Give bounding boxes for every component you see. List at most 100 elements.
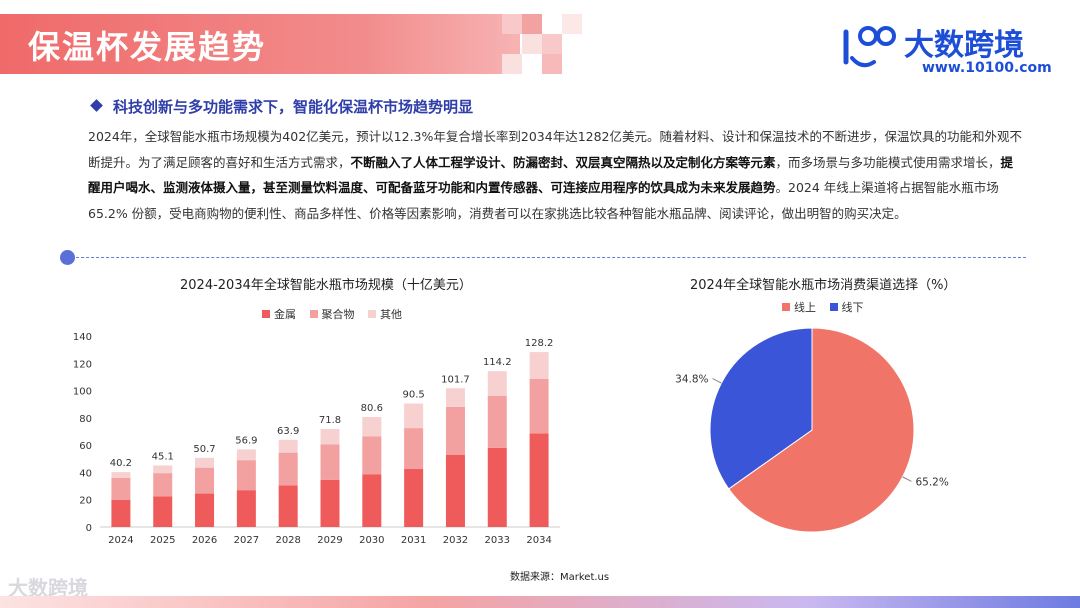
bar-segment-metal xyxy=(487,447,507,527)
brand-logo: 大数跨境 www.10100.com xyxy=(843,20,1056,78)
bar-segment-metal xyxy=(111,499,131,527)
y-tick-label: 140 xyxy=(73,332,92,343)
legend-swatch-offline xyxy=(829,303,838,311)
bar-segment-polymer xyxy=(111,477,131,500)
footer-gradient-bar xyxy=(0,596,1080,608)
bar-total-label: 90.5 xyxy=(403,390,425,401)
para-text-2: ，而多场景与多功能模式使用需求增长， xyxy=(775,154,1001,170)
diamond-bullet-icon xyxy=(90,99,103,112)
data-source: 数据来源：Market.us xyxy=(510,572,610,583)
bar-segment-polymer xyxy=(153,473,173,497)
pie-label-offline: 34.8% xyxy=(675,374,708,386)
legend-item-metal: 金属 xyxy=(262,308,296,321)
bar-segment-other xyxy=(320,429,340,445)
bar-total-label: 56.9 xyxy=(235,435,257,446)
logo-text: 大数跨境 xyxy=(904,28,1024,63)
pie-leader-line xyxy=(902,476,912,482)
bar-total-label: 101.7 xyxy=(441,374,470,385)
bar-segment-metal xyxy=(236,490,256,527)
header-band xyxy=(0,14,520,74)
body-paragraph: 2024年，全球智能水瓶市场规模为402亿美元，预计以12.3%年复合增长率到2… xyxy=(88,124,1022,226)
para-bold-1: 不断融入了人体工程学设计、防漏密封、双层真空隔热以及定制化方案等元素 xyxy=(350,154,776,170)
pie-chart: 65.2% 34.8% xyxy=(675,327,949,533)
bar-segment-metal xyxy=(529,433,549,527)
section-subtitle: 科技创新与多功能需求下，智能化保温杯市场趋势明显 xyxy=(90,96,474,117)
bar-segment-metal xyxy=(404,469,424,527)
x-tick-label: 2029 xyxy=(317,535,342,546)
bar-segment-polymer xyxy=(320,444,340,480)
bar-segment-other xyxy=(278,439,298,453)
x-tick-label: 2025 xyxy=(150,535,175,546)
y-tick-label: 0 xyxy=(86,523,92,534)
pie-label-online: 65.2% xyxy=(915,476,948,488)
bar-segment-polymer xyxy=(445,406,465,455)
bar-segment-other xyxy=(362,417,382,437)
bar-total-label: 45.1 xyxy=(152,451,174,462)
logo-mark-icon xyxy=(843,26,896,68)
bar-segment-other xyxy=(529,352,549,379)
bar-segment-metal xyxy=(195,493,215,527)
bar-chart-legend: 金属 聚合物 其他 xyxy=(262,306,412,322)
legend-label-offline: 线下 xyxy=(841,301,864,314)
x-tick-label: 2032 xyxy=(443,535,468,546)
page-title: 保温杯发展趋势 xyxy=(28,28,267,66)
legend-item-offline: 线下 xyxy=(829,301,864,314)
subtitle-text: 科技创新与多功能需求下，智能化保温杯市场趋势明显 xyxy=(113,98,474,116)
legend-swatch-polymer xyxy=(309,310,318,318)
legend-label-metal: 金属 xyxy=(274,308,296,321)
bar-total-label: 40.2 xyxy=(110,458,132,469)
decorative-squares xyxy=(502,14,582,74)
bar-segment-polymer xyxy=(195,467,215,494)
bar-total-label: 128.2 xyxy=(525,338,554,349)
bar-total-label: 114.2 xyxy=(483,357,512,368)
legend-item-other: 其他 xyxy=(368,308,402,321)
legend-item-online: 线上 xyxy=(782,301,816,314)
para-text-3: 。2024 年线上渠道将占据智能水瓶市场 65.2% 份额，受电商购物的便利性、… xyxy=(88,180,999,221)
x-tick-label: 2024 xyxy=(108,535,133,546)
legend-item-polymer: 聚合物 xyxy=(309,308,355,321)
pie-chart-legend: 线上 线下 xyxy=(782,299,874,315)
x-tick-label: 2030 xyxy=(359,535,384,546)
x-tick-label: 2026 xyxy=(192,535,217,546)
bar-segment-other xyxy=(487,371,507,397)
x-tick-label: 2031 xyxy=(401,535,426,546)
legend-swatch-online xyxy=(782,303,790,311)
bar-segment-metal xyxy=(320,479,340,527)
bar-segment-other xyxy=(445,388,465,407)
bar-chart-title: 2024-2034年全球智能水瓶市场规模（十亿美元） xyxy=(180,278,472,293)
para-bold-2: 提醒用户喝水、监测液体摄入量，甚至测量饮料温度、可配备蓝牙功能和内置传感器、可连… xyxy=(88,154,1014,196)
bar-segment-other xyxy=(404,403,424,429)
logo-url: www.10100.com xyxy=(922,60,1052,76)
y-tick-label: 120 xyxy=(73,359,92,370)
para-text-1: 2024年，全球智能水瓶市场规模为402亿美元，预计以12.3%年复合增长率到2… xyxy=(88,129,1023,170)
y-tick-label: 20 xyxy=(79,496,92,507)
x-tick-label: 2034 xyxy=(526,535,551,546)
bar-total-label: 80.6 xyxy=(361,403,383,414)
dashed-divider xyxy=(66,257,1026,258)
bar-segment-polymer xyxy=(529,378,549,434)
bar-segment-other xyxy=(195,457,215,468)
bar-segment-polymer xyxy=(236,460,256,491)
x-tick-label: 2028 xyxy=(275,535,300,546)
x-tick-label: 2027 xyxy=(234,535,259,546)
bar-segment-metal xyxy=(445,454,465,527)
legend-swatch-other xyxy=(368,310,376,318)
y-tick-label: 60 xyxy=(79,441,92,452)
x-tick-label: 2033 xyxy=(485,535,510,546)
bar-segment-metal xyxy=(362,474,382,527)
pie-chart-title: 2024年全球智能水瓶市场消费渠道选择（%） xyxy=(690,278,957,293)
bar-segment-polymer xyxy=(487,396,507,448)
bar-segment-polymer xyxy=(362,436,382,475)
pie-slice-offline xyxy=(709,327,813,490)
bar-chart: 0 20 40 60 80 100 120 140 40.2 2024 45.1 2025 50.7 20… xyxy=(73,332,560,546)
bar-segment-metal xyxy=(153,496,173,527)
legend-label-online: 线上 xyxy=(794,301,816,314)
pie-leader-line xyxy=(712,378,722,384)
bar-segment-other xyxy=(236,449,256,461)
divider-dot-icon xyxy=(60,250,75,265)
bar-segment-polymer xyxy=(404,428,424,470)
legend-label-other: 其他 xyxy=(380,308,402,321)
legend-label-polymer: 聚合物 xyxy=(321,308,355,321)
bar-total-label: 50.7 xyxy=(193,444,215,455)
bar-segment-polymer xyxy=(278,452,298,486)
